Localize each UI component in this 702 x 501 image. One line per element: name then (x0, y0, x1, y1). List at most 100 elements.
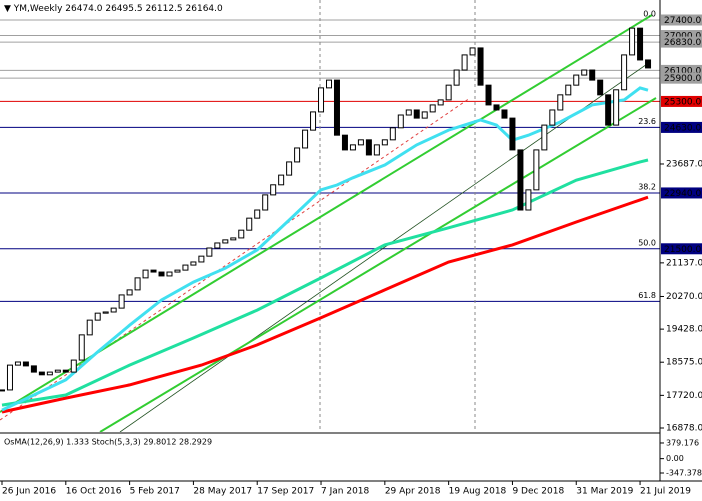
osc-tick-label: 0.00 (666, 454, 684, 463)
candle-body (485, 84, 492, 106)
candle-body (541, 124, 548, 151)
level-label-box (661, 36, 702, 48)
moving-average (1, 86, 649, 412)
candle-body (589, 69, 596, 81)
candle-body (637, 27, 644, 61)
x-tick-label: 26 Jun 2016 (2, 487, 56, 497)
candle-body (198, 255, 205, 263)
candle-body (54, 369, 61, 373)
plot (0, 0, 660, 432)
osc-tick-label: -347.378 (666, 468, 702, 477)
level-label-box (661, 72, 702, 84)
candle-body (62, 369, 69, 373)
candle-body (629, 27, 636, 56)
level-label: 26100.0 (664, 66, 701, 76)
candle-body (493, 104, 500, 111)
level-label-box (661, 30, 702, 42)
candle-body (222, 239, 229, 244)
oscillator-title: OsMA(12,26,9) 1.333 Stoch(5,3,3) 29.8012… (4, 438, 212, 447)
candle-body (230, 237, 237, 241)
x-tick-label: 7 Jan 2018 (321, 487, 369, 497)
candle-body (581, 69, 588, 76)
candle-body (605, 94, 612, 126)
level-label: 26830.0 (664, 38, 701, 48)
candle-body (349, 144, 356, 151)
candle-body (373, 144, 380, 156)
x-tick-label: 28 May 2017 (193, 487, 252, 497)
candle-body (214, 242, 221, 249)
level-label-box (661, 95, 702, 107)
y-tick-label: 16878.0 (666, 424, 702, 434)
candle-body (126, 289, 133, 296)
moving-average (1, 195, 649, 414)
fib-label: 61.8 (638, 291, 656, 300)
y-tick-label: 23687.0 (666, 159, 702, 169)
candle-body (389, 127, 396, 141)
candle-body (469, 47, 476, 56)
candle-body (381, 139, 388, 146)
trend-line (119, 61, 651, 432)
channel-line (0, 14, 653, 413)
candle-body (6, 364, 13, 391)
moving-averages (1, 86, 649, 414)
candle-body (270, 184, 277, 196)
candle-body (533, 149, 540, 191)
candle-body (565, 84, 572, 96)
level-label-box (661, 243, 702, 255)
trend-line (0, 97, 471, 421)
candle-body (613, 89, 620, 126)
moving-average (1, 158, 649, 407)
candle-body (246, 217, 253, 231)
x-tick-label: 29 Apr 2018 (385, 487, 441, 497)
candle-body (86, 319, 93, 336)
candle-body (102, 311, 109, 314)
candle-body (318, 87, 325, 113)
x-tick-label: 17 Sep 2017 (257, 487, 314, 497)
candle-body (262, 194, 269, 211)
candle-body (182, 264, 189, 271)
candle-body (645, 59, 652, 69)
y-tick-label: 18575.0 (666, 358, 702, 368)
candle-body (453, 69, 460, 86)
candle-body (365, 139, 372, 156)
channel-line (99, 97, 657, 432)
candle-body (405, 109, 412, 116)
candle-body (413, 109, 420, 119)
candle-body (294, 147, 301, 163)
candle-body (517, 149, 524, 211)
level-label: 24630.0 (664, 123, 701, 133)
candle-body (525, 189, 532, 211)
candle-body (437, 99, 444, 106)
candle-body (118, 294, 125, 309)
candle-body (174, 269, 181, 273)
candle-body (38, 371, 45, 376)
candle-body (302, 129, 309, 149)
candle-body (501, 109, 508, 119)
candle-body (357, 139, 364, 146)
levels (0, 19, 660, 302)
y-tick-label: 20270.0 (666, 292, 702, 302)
x-tick-label: 9 Dec 2018 (512, 487, 564, 497)
level-label: 25900.0 (664, 74, 701, 84)
candle-body (134, 277, 141, 291)
osc-tick-label: 379.176 (666, 438, 699, 447)
candle-body (621, 54, 628, 91)
level-label-box (661, 14, 702, 26)
candle-body (158, 271, 165, 277)
x-tick-label: 21 Jul 2019 (640, 487, 691, 497)
candle-body (549, 109, 556, 126)
chart-title: ▼ YM,Weekly 26474.0 26495.5 26112.5 2616… (4, 4, 223, 14)
candle-body (166, 271, 173, 277)
x-tick-label: 5 Feb 2017 (130, 487, 180, 497)
candle-body (70, 359, 77, 373)
candle-body (278, 174, 285, 186)
candle-body (150, 269, 157, 273)
x-tick-label: 16 Oct 2016 (66, 487, 122, 497)
level-label-box (661, 121, 702, 133)
candle-body (142, 269, 149, 279)
candle-body (397, 114, 404, 129)
candle-body (461, 54, 468, 71)
